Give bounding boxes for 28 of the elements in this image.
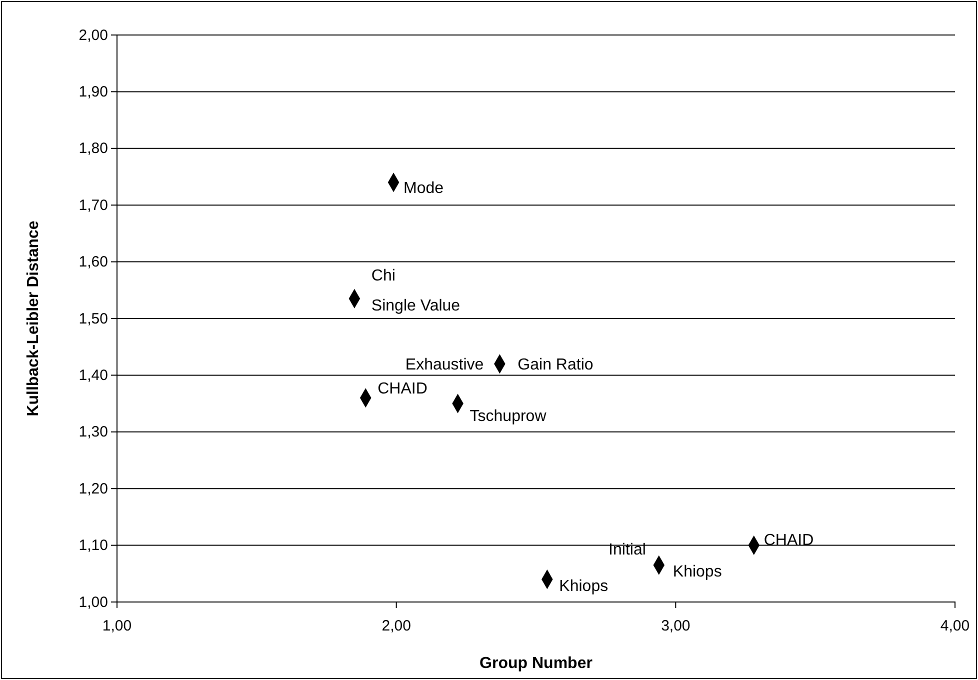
annotation: Chi [371,267,396,284]
annotation: CHAID [764,532,814,549]
annotation: Mode [404,180,444,198]
y-tick-label: 1,80 [78,140,108,158]
y-tick-label: 1,10 [78,537,108,554]
annotation: Gain Ratio [518,356,594,374]
annotation: Single Value [371,297,460,314]
annotation: Exhaustive [405,356,484,374]
y-tick-label: 2,00 [78,26,108,44]
x-tick-label: 4,00 [940,618,970,634]
annotation: Initial [608,542,646,559]
y-tick-label: 1,70 [78,196,108,214]
y-axis-title: Kullback-Leibler Distance [25,220,42,416]
x-tick-label: 1,00 [102,618,132,634]
y-tick-label: 1,20 [78,480,108,498]
y-tick-label: 1,50 [78,310,108,328]
annotation: Khiops [559,578,608,595]
x-tick-label: 3,00 [661,618,690,634]
y-tick-label: 1,90 [78,84,108,100]
annotation: Khiops [672,564,722,581]
x-tick-label: 2,00 [382,618,411,634]
y-tick-label: 1,30 [78,424,108,441]
x-axis-title: Group Number [480,655,592,672]
annotation: CHAID [378,380,428,398]
y-tick-label: 1,60 [78,254,108,271]
y-tick-label: 1,40 [78,367,108,384]
y-tick-label: 1,00 [78,594,108,611]
annotation: Tschuprow [470,408,547,426]
